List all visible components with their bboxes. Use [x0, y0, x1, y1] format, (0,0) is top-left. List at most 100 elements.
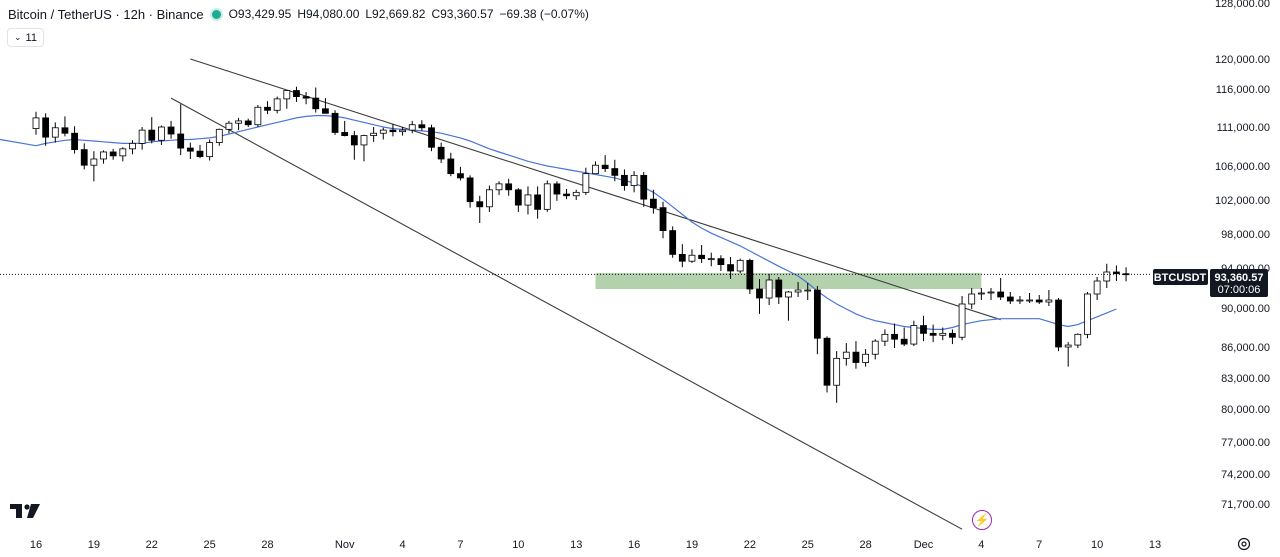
candle[interactable] [485, 185, 493, 212]
candle[interactable] [1016, 296, 1024, 304]
candle[interactable] [1122, 267, 1130, 282]
candle[interactable] [669, 226, 677, 258]
candle[interactable] [717, 255, 725, 271]
candle[interactable] [553, 181, 561, 201]
candle[interactable] [630, 171, 638, 193]
candle[interactable] [649, 189, 657, 214]
candle[interactable] [871, 339, 879, 360]
candle[interactable] [109, 148, 117, 160]
candle[interactable] [756, 279, 763, 314]
candle[interactable] [428, 124, 435, 152]
lightning-icon[interactable]: ⚡ [972, 510, 992, 530]
candle[interactable] [177, 104, 185, 156]
candle[interactable] [302, 92, 310, 105]
candle[interactable] [322, 98, 329, 114]
candle[interactable] [1074, 333, 1082, 349]
candle[interactable] [51, 122, 59, 143]
candle[interactable] [785, 291, 792, 321]
candle[interactable] [1026, 293, 1033, 303]
candle[interactable] [900, 327, 908, 347]
candle[interactable] [244, 118, 252, 127]
candle[interactable] [842, 343, 850, 366]
candle[interactable] [862, 349, 869, 367]
candle[interactable] [1035, 295, 1043, 304]
candle[interactable] [910, 320, 918, 347]
candle[interactable] [476, 195, 484, 223]
candle[interactable] [958, 296, 966, 341]
candle[interactable] [71, 126, 78, 154]
candle[interactable] [611, 159, 619, 182]
candle[interactable] [1006, 292, 1014, 304]
candle[interactable] [312, 87, 320, 113]
candle[interactable] [331, 110, 339, 135]
candle[interactable] [457, 166, 464, 181]
candle[interactable] [1084, 292, 1091, 339]
candle[interactable] [225, 120, 233, 134]
candle[interactable] [659, 201, 667, 239]
candle[interactable] [206, 139, 214, 161]
candle[interactable] [939, 327, 947, 341]
candle[interactable] [196, 144, 204, 159]
candle[interactable] [350, 130, 358, 160]
indicators-toggle-button[interactable]: ⌄ 11 [7, 28, 44, 47]
gear-icon[interactable] [1237, 537, 1251, 551]
candle[interactable] [235, 117, 242, 131]
candle[interactable] [379, 127, 387, 140]
candle[interactable] [852, 341, 860, 369]
candle[interactable] [32, 111, 40, 135]
candle[interactable] [1093, 277, 1101, 300]
candle[interactable] [572, 189, 580, 200]
candle[interactable] [167, 120, 175, 139]
candle[interactable] [273, 96, 281, 114]
symbol-title[interactable]: Bitcoin / TetherUS · 12h · Binance [8, 6, 204, 22]
candle[interactable] [707, 252, 715, 267]
candle[interactable] [370, 127, 378, 142]
candle[interactable] [389, 123, 397, 137]
candle[interactable] [881, 329, 889, 347]
candle[interactable] [148, 117, 156, 144]
candle[interactable] [408, 120, 416, 134]
candle[interactable] [678, 244, 686, 268]
candle[interactable] [264, 101, 271, 115]
time-axis[interactable]: 16 19 22 25 28 Nov 4 7 10 13 16 19 22 25 28 Dec 4 7 10 13 [30, 539, 1161, 551]
candle[interactable] [543, 180, 551, 212]
candle[interactable] [254, 104, 262, 127]
candle[interactable] [360, 134, 368, 162]
candle[interactable] [437, 142, 445, 163]
candle[interactable] [736, 258, 744, 273]
candle[interactable] [746, 258, 754, 294]
candle[interactable] [968, 288, 976, 309]
candle[interactable] [514, 188, 522, 212]
candle[interactable] [495, 181, 503, 195]
candle[interactable] [341, 120, 349, 137]
candle[interactable] [505, 178, 513, 196]
candle[interactable] [688, 249, 696, 263]
candle[interactable] [186, 142, 194, 159]
candle[interactable] [1103, 263, 1111, 288]
candle[interactable] [1113, 265, 1120, 281]
candle[interactable] [466, 175, 474, 208]
candle[interactable] [100, 150, 107, 164]
candle[interactable] [158, 125, 165, 145]
candle[interactable] [293, 86, 300, 102]
candle[interactable] [119, 147, 127, 162]
candle[interactable] [833, 351, 841, 403]
candle[interactable] [138, 127, 146, 150]
candle[interactable] [283, 90, 291, 109]
price-axis[interactable]: 128,000.00 120,000.00 116,000.00 111,000.00… [1215, 0, 1270, 511]
candle[interactable] [563, 188, 570, 200]
candle[interactable] [621, 169, 628, 191]
candle[interactable] [592, 161, 599, 175]
candle[interactable] [215, 128, 223, 146]
candle[interactable] [775, 277, 783, 304]
candle[interactable] [813, 286, 821, 355]
candle[interactable] [601, 155, 609, 172]
candle[interactable] [949, 329, 956, 345]
candle[interactable] [997, 278, 1005, 300]
candle[interactable] [534, 186, 542, 219]
candle[interactable] [804, 283, 812, 300]
tradingview-logo-icon[interactable] [10, 504, 40, 522]
support-zone[interactable] [595, 273, 982, 289]
candle[interactable] [794, 282, 802, 297]
